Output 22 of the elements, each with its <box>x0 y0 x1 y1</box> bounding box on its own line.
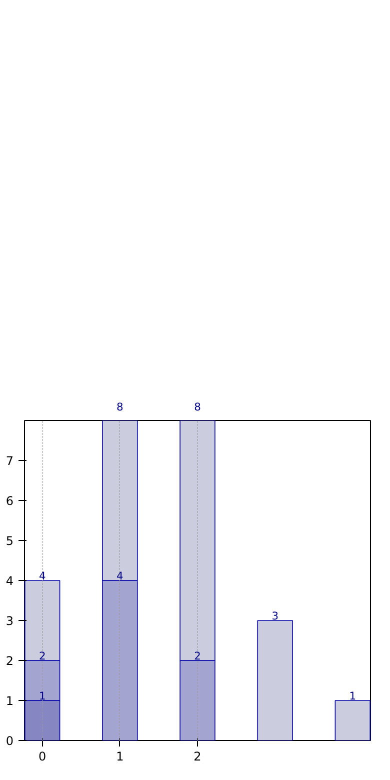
annotation: 1 <box>349 690 356 702</box>
annotation: 1 <box>38 690 46 702</box>
annotation: 2 <box>38 650 46 662</box>
annotation: 2 <box>194 650 201 662</box>
annotation: 3 <box>272 610 278 622</box>
annotation: 8 <box>116 400 124 414</box>
y-tick-label: 2 <box>6 654 14 668</box>
x-tick-label: 1 <box>116 750 124 764</box>
y-tick-label: 7 <box>6 454 14 468</box>
y-tick-label: 0 <box>6 734 14 748</box>
x-tick-label: 0 <box>38 750 46 764</box>
x-tick-label: 2 <box>194 750 202 764</box>
annotation: 4 <box>38 570 46 582</box>
bar <box>257 620 293 740</box>
bar <box>334 700 370 740</box>
y-tick-label: 4 <box>6 574 14 588</box>
y-tick-label: 1 <box>6 694 14 708</box>
y-tick-label: 5 <box>6 534 14 548</box>
annotation: 4 <box>116 570 124 582</box>
annotation: 8 <box>194 400 202 414</box>
y-tick-label: 6 <box>6 494 14 508</box>
y-tick-label: 3 <box>6 614 14 628</box>
